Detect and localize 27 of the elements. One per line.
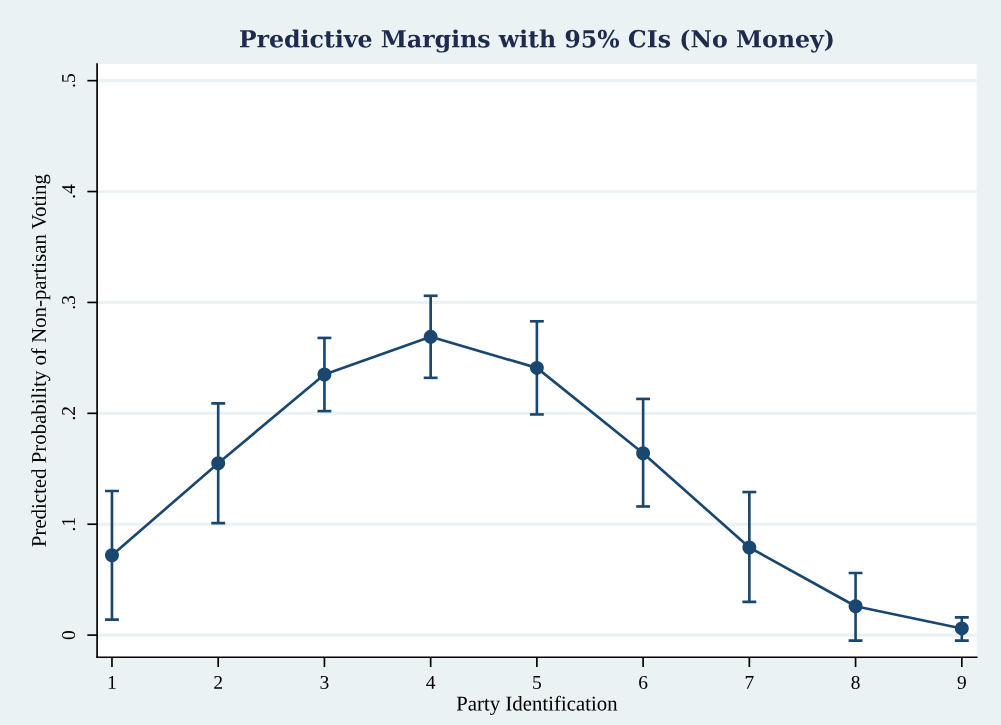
x-axis-title: Party Identification [456, 695, 618, 715]
y-axis-title: Predicted Probability of Non-partisan Voting [31, 174, 51, 547]
point [317, 367, 332, 382]
point [848, 599, 863, 614]
point [105, 548, 119, 563]
y-tick-label: .2 [62, 407, 76, 420]
x-tick-label: 7 [745, 676, 754, 689]
point [954, 621, 969, 636]
x-tick-label: 2 [214, 675, 222, 689]
x-tick-label: 4 [426, 676, 436, 689]
y-tick-label: .4 [62, 184, 76, 198]
point [742, 540, 757, 555]
point [211, 456, 226, 471]
y-tick-label: 0 [61, 630, 76, 640]
x-tick-label: 5 [533, 676, 541, 690]
x-tick-label: 3 [320, 675, 329, 690]
x-tick-label: 9 [957, 675, 966, 690]
point [529, 360, 544, 375]
chart-title: Predictive Margins with 95% CIs (No Money) [239, 29, 833, 53]
y-tick-label: .3 [62, 295, 76, 309]
y-tick-label: .1 [62, 518, 76, 531]
y-tick-label: .5 [62, 74, 76, 87]
x-tick-label: 6 [639, 675, 648, 690]
point [423, 329, 438, 344]
x-tick-label: 1 [108, 676, 116, 689]
x-tick-label: 8 [851, 675, 860, 690]
point [636, 446, 651, 461]
